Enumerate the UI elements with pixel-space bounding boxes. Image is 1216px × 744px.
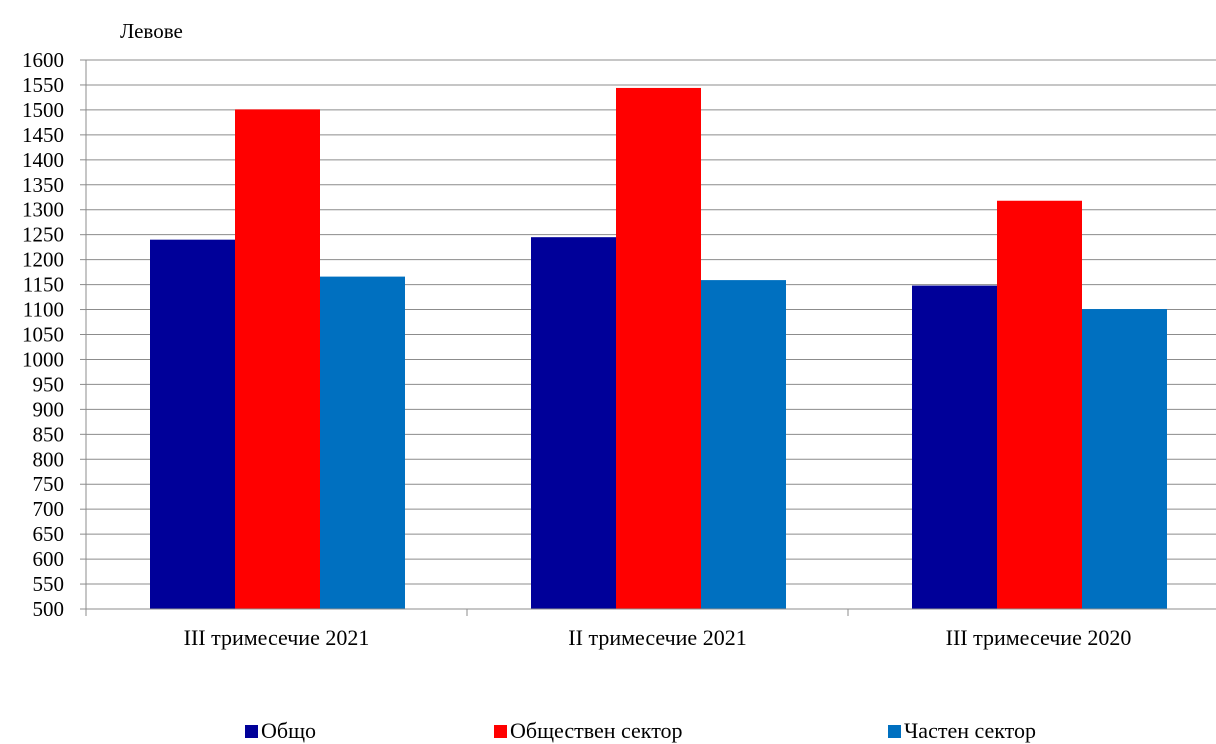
y-tick-label: 900 — [33, 397, 65, 421]
bar-public — [616, 87, 701, 609]
legend-label-private: Частен сектор — [904, 718, 1036, 743]
bar-total — [150, 239, 235, 609]
y-tick-label: 1150 — [23, 273, 64, 297]
bar-private — [320, 276, 405, 609]
bar-chart: Левове 500550600650700750800850900950100… — [22, 19, 1216, 650]
legend: Общо Обществен сектор Частен сектор — [0, 718, 1216, 744]
y-tick-label: 950 — [33, 372, 65, 396]
bar-total — [912, 285, 997, 609]
y-tick-label: 1050 — [22, 323, 64, 347]
y-tick-label: 750 — [33, 472, 65, 496]
y-tick-label: 1400 — [22, 148, 64, 172]
y-axis-title: Левове — [120, 19, 183, 43]
axes — [80, 59, 1216, 616]
legend-swatch-total — [245, 724, 258, 738]
y-tick-labels: 5005506006507007508008509009501000105011… — [22, 48, 64, 621]
legend-swatch-public — [494, 724, 507, 738]
legend-label-total: Общо — [261, 718, 317, 743]
y-tick-label: 1200 — [22, 248, 64, 272]
bar-total — [531, 237, 616, 609]
y-tick-label: 500 — [33, 597, 65, 621]
legend-item-private: Частен сектор — [888, 718, 1036, 744]
legend-swatch-private — [888, 724, 901, 738]
bar-public — [997, 200, 1082, 609]
legend-label-public: Обществен сектор — [510, 718, 683, 743]
x-tick-label: II тримесечие 2021 — [568, 625, 746, 650]
y-tick-label: 1450 — [22, 123, 64, 147]
y-tick-label: 600 — [33, 547, 65, 571]
y-tick-label: 1500 — [22, 98, 64, 122]
y-tick-label: 700 — [33, 497, 65, 521]
x-tick-label: III тримесечие 2020 — [946, 625, 1132, 650]
legend-item-total: Общо — [245, 718, 316, 744]
y-tick-label: 800 — [33, 447, 65, 471]
y-tick-label: 1600 — [22, 48, 64, 72]
y-tick-label: 1250 — [22, 223, 64, 247]
x-tick-labels: III тримесечие 2021 II тримесечие 2021 III… — [184, 625, 1132, 650]
bar-public — [235, 109, 320, 609]
bars — [150, 87, 1167, 609]
bar-private — [701, 280, 786, 609]
bar-private — [1082, 309, 1167, 609]
y-tick-label: 650 — [33, 522, 65, 546]
legend-item-public: Обществен сектор — [494, 718, 683, 744]
y-tick-label: 1350 — [22, 173, 64, 197]
y-tick-label: 850 — [33, 422, 65, 446]
y-tick-label: 1300 — [22, 198, 64, 222]
y-tick-label: 550 — [33, 572, 65, 596]
y-tick-label: 1550 — [22, 73, 64, 97]
y-tick-label: 1000 — [22, 347, 64, 371]
y-tick-label: 1100 — [23, 298, 64, 322]
x-tick-label: III тримесечие 2021 — [184, 625, 370, 650]
